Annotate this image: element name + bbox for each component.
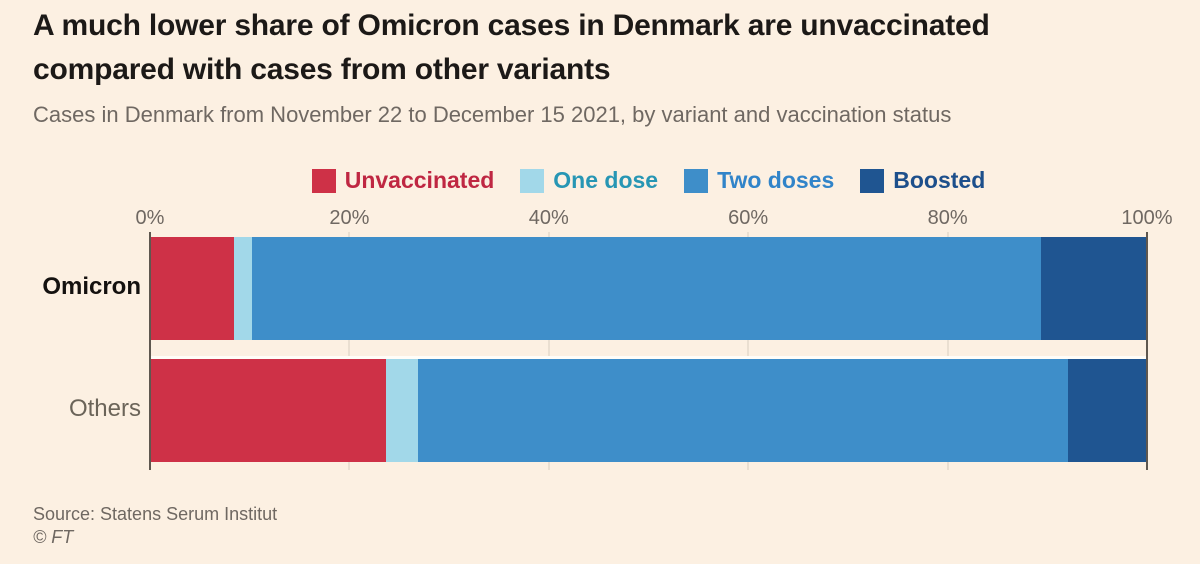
x-tick-label: 0% <box>135 207 165 229</box>
segment-unvaccinated <box>150 359 387 462</box>
bar-separator <box>150 356 1147 359</box>
gridline <box>348 232 350 470</box>
gridline <box>947 232 949 470</box>
segment-two-doses <box>251 237 1042 340</box>
gridline <box>548 232 550 470</box>
legend: Unvaccinated One dose Two doses Boosted <box>150 167 1147 194</box>
legend-item: Unvaccinated <box>311 167 495 194</box>
bar-omicron <box>150 237 1147 340</box>
segment-unvaccinated <box>150 237 234 340</box>
legend-item: Two doses <box>684 167 834 194</box>
segment-one-dose <box>233 237 252 340</box>
category-label-omicron: Omicron <box>42 273 141 300</box>
x-tick-label: 40% <box>528 207 569 229</box>
legend-swatch <box>520 168 545 193</box>
segment-boosted <box>1041 237 1147 340</box>
category-label-others: Others <box>68 395 141 422</box>
gridline <box>747 232 749 470</box>
legend-swatch <box>684 168 709 193</box>
legend-label: Boosted <box>893 167 986 193</box>
legend-item: One dose <box>520 167 658 194</box>
axis-end-line <box>1146 232 1148 470</box>
plot-area: 0% 20% 40% 60% 80% 100% <box>136 207 1173 470</box>
x-tick-label: 60% <box>728 207 769 229</box>
legend-item: Boosted <box>860 167 985 194</box>
legend-label: Unvaccinated <box>344 167 495 193</box>
legend-swatch <box>311 168 336 193</box>
chart-title-line-2: compared with cases from other variants <box>33 53 611 86</box>
legend-label: One dose <box>553 167 659 193</box>
segment-two-doses <box>418 359 1069 462</box>
segment-boosted <box>1068 359 1147 462</box>
x-tick-label: 20% <box>329 207 370 229</box>
x-tick-label: 100% <box>1121 207 1173 229</box>
x-tick-label: 80% <box>927 207 968 229</box>
axis-end-line <box>149 232 151 470</box>
chart-subtitle: Cases in Denmark from November 22 to Dec… <box>33 102 952 127</box>
legend-swatch <box>860 168 885 193</box>
chart-title-line-1: A much lower share of Omicron cases in D… <box>33 9 990 42</box>
segment-one-dose <box>386 359 419 462</box>
bar-others <box>150 359 1147 462</box>
source-line: Source: Statens Serum Institut <box>33 504 278 524</box>
legend-label: Two doses <box>717 167 835 193</box>
ft-copyright: © FT <box>33 527 74 547</box>
